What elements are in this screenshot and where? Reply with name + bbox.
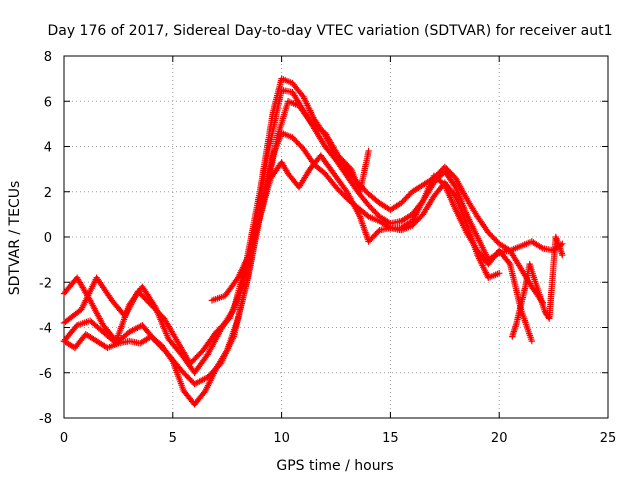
- y-tick-label: 0: [44, 231, 52, 246]
- chart-title: Day 176 of 2017, Sidereal Day-to-day VTE…: [47, 23, 612, 39]
- x-tick-label: 20: [491, 431, 508, 446]
- y-tick-label: -8: [39, 412, 52, 427]
- axis-ticks: 0 5 10 15 20 25 -8 -6 -4 -2 0 2 4 6 8: [39, 50, 616, 446]
- series-track-1: [60, 75, 566, 376]
- x-tick-label: 15: [382, 431, 399, 446]
- series-track-3: [60, 129, 535, 388]
- series-markers: [60, 129, 535, 388]
- series-track-2: [60, 86, 546, 367]
- x-axis-label: GPS time / hours: [276, 458, 393, 474]
- y-tick-label: 8: [44, 50, 52, 65]
- y-tick-label: 6: [44, 95, 52, 110]
- series-markers: [208, 98, 372, 304]
- series-track-6: [509, 233, 566, 340]
- x-tick-label: 25: [600, 431, 617, 446]
- y-axis-label: SDTVAR / TECUs: [7, 181, 23, 296]
- grid-lines: [64, 56, 608, 418]
- x-tick-label: 0: [60, 431, 68, 446]
- y-tick-label: -4: [39, 322, 52, 337]
- y-tick-label: -2: [39, 276, 52, 291]
- x-tick-label: 5: [169, 431, 177, 446]
- data-marks: [60, 75, 566, 408]
- series-markers: [509, 233, 566, 340]
- series-markers: [60, 75, 566, 376]
- y-tick-label: -6: [39, 367, 52, 382]
- series-track-5: [208, 98, 372, 304]
- series-markers: [60, 86, 546, 367]
- y-tick-label: 4: [44, 141, 52, 156]
- y-tick-label: 2: [44, 186, 52, 201]
- x-tick-label: 10: [273, 431, 290, 446]
